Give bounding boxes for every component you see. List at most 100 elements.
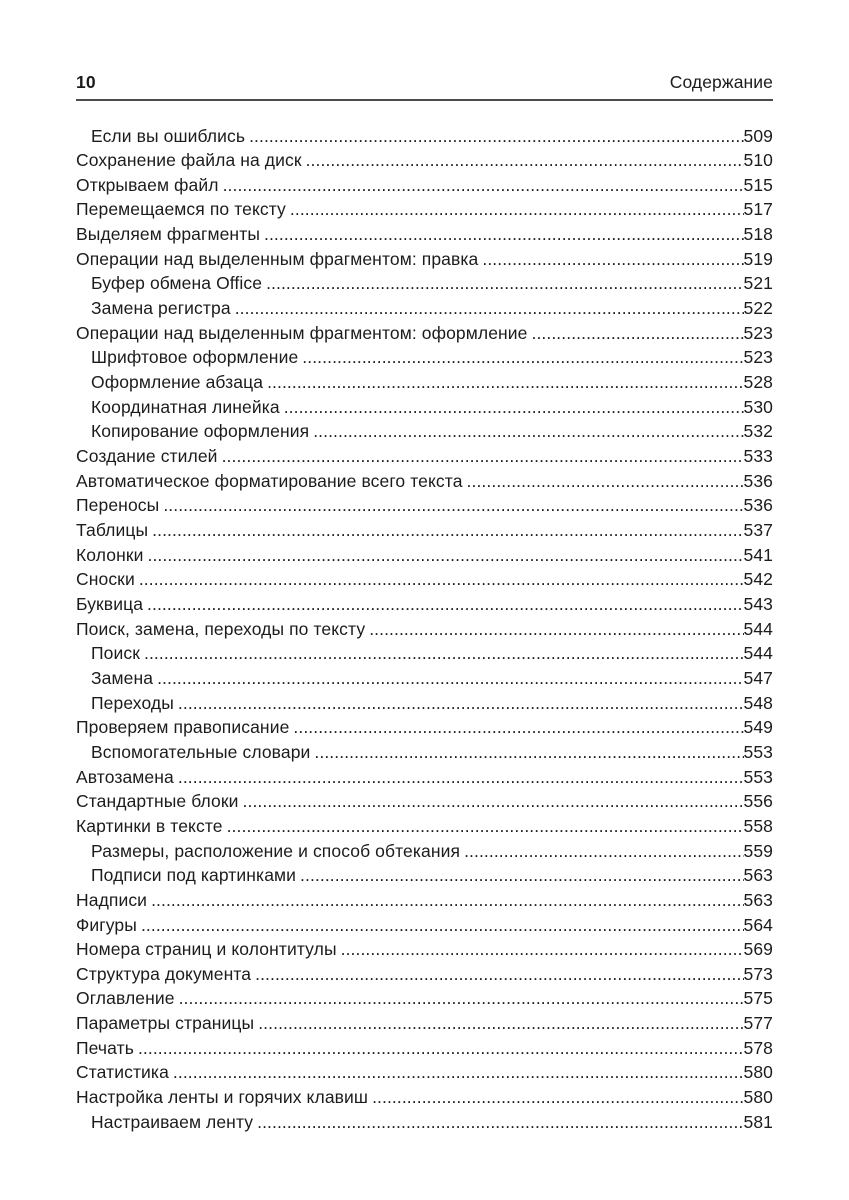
toc-entry-title: Статистика	[76, 1062, 169, 1083]
dot-leader	[460, 839, 743, 864]
toc-entry: Буквица 543	[76, 592, 773, 617]
toc-entry: Переносы 536	[76, 493, 773, 518]
toc-entry: Параметры страницы 577	[76, 1011, 773, 1036]
dot-leader	[143, 592, 743, 617]
toc-entry-page: 544	[743, 618, 773, 639]
toc-entry: Переходы 548	[76, 691, 773, 716]
toc-entry-title: Настраиваем ленту	[91, 1111, 254, 1132]
dot-leader	[368, 1085, 743, 1110]
toc-entry-page: 563	[743, 889, 773, 910]
toc-entry-page: 510	[743, 150, 773, 171]
dot-leader	[463, 469, 744, 494]
dot-leader	[289, 715, 743, 740]
dot-leader	[280, 395, 744, 420]
dot-leader	[365, 617, 743, 642]
toc-entry: Если вы ошиблись 509	[76, 124, 773, 149]
toc-entry: Настраиваем ленту 581	[76, 1110, 773, 1135]
dot-leader	[254, 1011, 743, 1036]
dot-leader	[174, 765, 744, 790]
toc-entry: Таблицы 537	[76, 518, 773, 543]
toc-entry: Стандартные блоки 556	[76, 789, 773, 814]
toc-entry-title: Замена регистра	[91, 298, 231, 319]
dot-leader	[219, 173, 744, 198]
toc-entry-page: 515	[743, 174, 773, 195]
toc-entry-page: 569	[743, 939, 773, 960]
toc-entry: Выделяем фрагменты 518	[76, 222, 773, 247]
toc-entry: Картинки в тексте 558	[76, 814, 773, 839]
dot-leader	[140, 641, 744, 666]
dot-leader	[159, 493, 743, 518]
toc-entry-page: 536	[743, 470, 773, 491]
toc-entry-page: 519	[743, 248, 773, 269]
toc-entry-page: 541	[743, 544, 773, 565]
toc-entry-page: 518	[743, 224, 773, 245]
toc-entry-page: 530	[743, 396, 773, 417]
toc-entry: Статистика 580	[76, 1060, 773, 1085]
toc-entry-page: 549	[743, 717, 773, 738]
dot-leader	[298, 345, 743, 370]
toc-entry-title: Выделяем фрагменты	[76, 224, 260, 245]
toc-entry-title: Вспомогательные словари	[91, 741, 311, 762]
toc-entry: Фигуры 564	[76, 913, 773, 938]
toc-entry-title: Номера страниц и колонтитулы	[76, 939, 337, 960]
toc-entry: Оформление абзаца 528	[76, 370, 773, 395]
toc-entry: Оглавление 575	[76, 986, 773, 1011]
toc-entry-page: 581	[743, 1111, 773, 1132]
dot-leader	[134, 1036, 744, 1061]
page-number: 10	[76, 72, 96, 92]
dot-leader	[528, 321, 744, 346]
toc-entry-title: Операции над выделенным фрагментом: офор…	[76, 322, 528, 343]
toc-entry: Операции над выделенным фрагментом: прав…	[76, 247, 773, 272]
toc-entry-page: 532	[743, 421, 773, 442]
toc-entry: Поиск, замена, переходы по тексту 544	[76, 617, 773, 642]
toc-entry: Структура документа 573	[76, 962, 773, 987]
toc-entry-page: 522	[743, 298, 773, 319]
toc-entry-title: Фигуры	[76, 914, 137, 935]
toc-entry-page: 553	[743, 766, 773, 787]
toc-entry-title: Создание стилей	[76, 446, 218, 467]
toc-entry: Создание стилей 533	[76, 444, 773, 469]
dot-leader	[135, 567, 744, 592]
toc-entry-page: 573	[743, 963, 773, 984]
dot-leader	[296, 863, 743, 888]
toc-entry-page: 559	[743, 840, 773, 861]
toc-entry-page: 547	[743, 667, 773, 688]
dot-leader	[137, 913, 744, 938]
toc-entry-title: Буфер обмена Office	[91, 273, 263, 294]
toc-entry: Буфер обмена Office 521	[76, 271, 773, 296]
toc-entry-title: Замена	[91, 667, 154, 688]
book-page: 10 Содержание Если вы ошиблись509Сохране…	[76, 0, 773, 1134]
toc-entry-title: Картинки в тексте	[76, 815, 223, 836]
dot-leader	[175, 986, 744, 1011]
toc-entry-page: 542	[743, 569, 773, 590]
toc-entry-page: 575	[743, 988, 773, 1009]
toc-entry-page: 580	[743, 1062, 773, 1083]
toc-entry-page: 577	[743, 1013, 773, 1034]
dot-leader	[253, 1110, 743, 1135]
toc-entry: Замена регистра 522	[76, 296, 773, 321]
dot-leader	[310, 740, 743, 765]
toc-entry-title: Размеры, расположение и способ обтекания	[91, 840, 461, 861]
toc-list: Если вы ошиблись509Сохранение файла на д…	[76, 124, 773, 1135]
toc-entry: Размеры, расположение и способ обтекания…	[76, 839, 773, 864]
dot-leader	[239, 789, 744, 814]
toc-entry-title: Надписи	[76, 889, 148, 910]
toc-entry-title: Подписи под картинками	[91, 865, 297, 886]
toc-entry: Надписи 563	[76, 888, 773, 913]
toc-entry: Замена 547	[76, 666, 773, 691]
toc-entry-title: Переносы	[76, 495, 160, 516]
toc-entry: Автозамена 553	[76, 765, 773, 790]
toc-entry: Подписи под картинками 563	[76, 863, 773, 888]
toc-entry-page: 528	[743, 372, 773, 393]
toc-entry: Открываем файл 515	[76, 173, 773, 198]
toc-entry-title: Если вы ошиблись	[91, 125, 246, 146]
dot-leader	[231, 296, 744, 321]
toc-entry-title: Сохранение файла на диск	[76, 150, 302, 171]
dot-leader	[262, 271, 743, 296]
dot-leader	[251, 962, 743, 987]
dot-leader	[218, 444, 744, 469]
toc-entry-title: Открываем файл	[76, 174, 219, 195]
toc-entry-title: Перемещаемся по тексту	[76, 199, 286, 220]
dot-leader	[148, 518, 743, 543]
toc-entry-page: 536	[743, 495, 773, 516]
